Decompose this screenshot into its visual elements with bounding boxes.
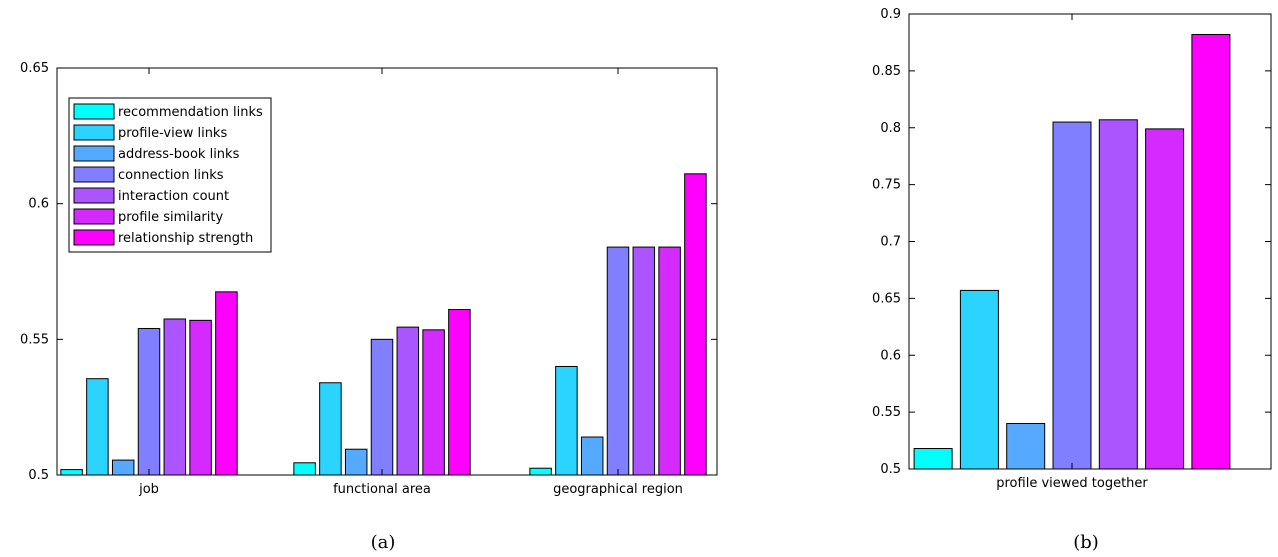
- figure-caption: (a): [371, 532, 396, 553]
- legend-label: interaction count: [118, 189, 229, 204]
- axes-box: [56, 67, 718, 476]
- bar-a-1-3: [370, 338, 394, 476]
- ytick-label: 0.75: [872, 178, 901, 193]
- ytick-label: 0.55: [20, 332, 49, 347]
- legend-label: relationship strength: [118, 231, 253, 246]
- bar-a-2-0: [529, 467, 552, 476]
- bar-a-1-6: [448, 308, 471, 476]
- ytick-label: 0.5: [28, 468, 49, 483]
- bar-a-0-0: [60, 469, 83, 476]
- ytick-label: 0.65: [20, 61, 49, 76]
- ytick-label: 0.6: [880, 348, 901, 363]
- bar-b-0-3: [1052, 121, 1092, 470]
- legend-label: connection links: [118, 168, 224, 183]
- bar-a-2-2: [580, 436, 604, 476]
- bar-a-1-5: [422, 329, 445, 476]
- legend-swatch: [73, 103, 115, 120]
- bar-b-0-4: [1098, 119, 1138, 470]
- legend-swatch: [73, 124, 115, 141]
- bar-a-1-2: [344, 448, 368, 476]
- bar-b-0-5: [1145, 128, 1185, 470]
- legend-label: profile-view links: [118, 126, 227, 141]
- legend-label: recommendation links: [118, 105, 263, 120]
- legend-label: profile similarity: [118, 210, 223, 225]
- legend-swatch: [73, 229, 115, 246]
- bar-a-1-4: [396, 326, 420, 476]
- bar-a-0-3: [137, 327, 161, 476]
- xtick-label: geographical region: [553, 482, 683, 497]
- xtick-label: job: [138, 482, 159, 497]
- bar-a-1-1: [319, 382, 342, 476]
- bar-b-0-1: [959, 289, 999, 470]
- legend-swatch: [73, 208, 115, 225]
- legend: recommendation links profile-view links ad…: [68, 97, 272, 253]
- bar-a-0-2: [111, 459, 135, 476]
- bar-b-0-6: [1191, 33, 1231, 470]
- legend-swatch: [73, 187, 115, 204]
- bar-a-2-1: [555, 365, 578, 476]
- ytick-label: 0.5: [880, 462, 901, 477]
- bar-a-0-1: [86, 378, 109, 476]
- chart-b: 0.5 0.55 0.6 0.65 0.7 0.75 0.8 0.85 0.9 profile v…: [872, 7, 1272, 553]
- ytick-label: 0.9: [880, 7, 901, 22]
- legend-swatch: [73, 166, 115, 183]
- bar-a-0-6: [215, 291, 238, 476]
- bar-a-2-5: [658, 246, 681, 476]
- bar-b-0-2: [1006, 423, 1046, 470]
- figure-caption: (b): [1073, 532, 1099, 553]
- legend-swatch: [73, 145, 115, 162]
- bar-a-2-6: [684, 173, 707, 476]
- bar-a-2-4: [632, 246, 656, 476]
- xtick-label: profile viewed together: [996, 476, 1148, 491]
- ytick-label: 0.55: [872, 405, 901, 420]
- legend-label: address-book links: [118, 147, 240, 162]
- xtick-label: functional area: [333, 482, 431, 497]
- bar-a-0-5: [189, 319, 212, 476]
- bar-a-0-4: [163, 318, 187, 476]
- ytick-label: 0.8: [880, 121, 901, 136]
- ytick-label: 0.7: [880, 235, 901, 250]
- bar-a-1-0: [293, 462, 316, 476]
- bar-a-2-3: [606, 246, 630, 476]
- chart-a: 0.5 0.55 0.6 0.65 job functional area geograph…: [20, 61, 718, 553]
- ytick-label: 0.65: [872, 291, 901, 306]
- ytick-label: 0.6: [28, 197, 49, 212]
- bar-b-0-0: [913, 448, 953, 470]
- ytick-label: 0.85: [872, 64, 901, 79]
